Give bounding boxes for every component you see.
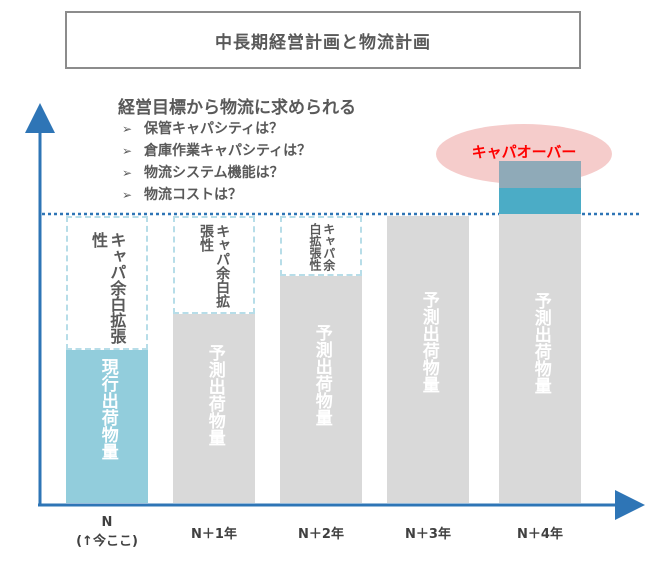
x-label-n1: N＋1年 [191, 527, 237, 542]
capacity-overflow [499, 161, 581, 214]
requirements-list: ➢ 保管キャパシティは？ ➢ 倉庫作業キャパシティは？ ➢ 物流システム機能は？ ➢ 物… [122, 118, 311, 206]
page-title: 中長期経営計画と物流計画 [65, 11, 581, 69]
x-label-n2: N＋2年 [298, 527, 344, 542]
arrow-bullet-icon: ➢ [122, 122, 133, 136]
list-item: ➢ 保管キャパシティは？ [122, 118, 311, 140]
bar-current: 現行出荷物量 [66, 350, 148, 503]
x-label-n4: N＋4年 [517, 527, 563, 542]
arrow-bullet-icon: ➢ [122, 166, 133, 180]
bar-forecast-n2: 予測出荷物量 [280, 276, 362, 503]
capacity-over-label: キャパオーバー [471, 143, 577, 161]
bar-forecast-n3: 予測出荷物量 [387, 216, 469, 503]
overflow-bottom [499, 188, 581, 214]
slack-box-1: キャパ余白拡張性 [66, 216, 148, 350]
requirements-heading: 経営目標から物流に求められる [118, 98, 356, 118]
x-label-now: N (↑今ここ) [76, 515, 138, 549]
list-item: ➢ 物流システム機能は？ [122, 162, 311, 184]
arrow-bullet-icon: ➢ [122, 144, 133, 158]
bar-forecast-n1: 予測出荷物量 [173, 314, 255, 503]
overflow-top [499, 161, 581, 188]
list-item: ➢ 物流コストは？ [122, 184, 311, 206]
slack-box-3: キャパ余白拡張性 [280, 216, 362, 276]
x-label-n3: N＋3年 [405, 527, 451, 542]
arrow-bullet-icon: ➢ [122, 188, 133, 202]
bar-forecast-n4: 予測出荷物量 [499, 214, 581, 503]
list-item: ➢ 倉庫作業キャパシティは？ [122, 140, 311, 162]
slack-box-2: キャパ余白拡張性 [173, 216, 255, 314]
